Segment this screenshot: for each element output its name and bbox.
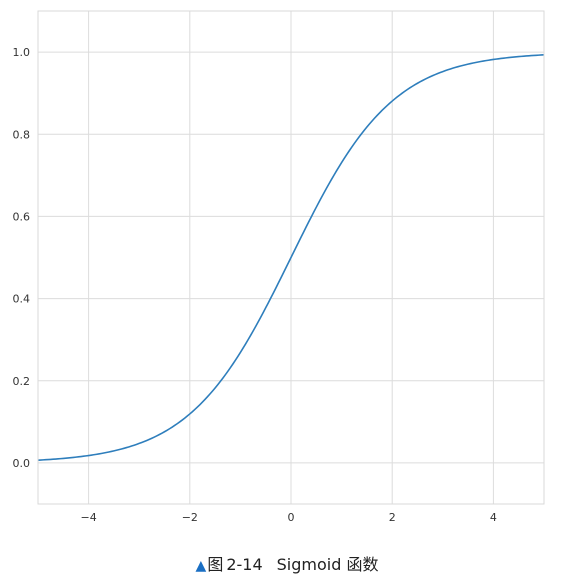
sigmoid-chart: −4 −2 0 2 4 0.0 0.2 0.4 0.6 0.8 1.0: [13, 10, 545, 524]
x-tick-label: 2: [389, 511, 396, 524]
y-tick-label: 0.2: [13, 375, 31, 388]
figure-caption: ▲图 2-14 Sigmoid 函数: [0, 553, 574, 578]
y-tick-label: 0.6: [13, 210, 31, 223]
caption-text: Sigmoid 函数: [276, 555, 379, 574]
grid: [38, 11, 544, 504]
caption-marker: ▲: [195, 558, 207, 574]
x-tick-label: −4: [80, 511, 96, 524]
plot-frame: [37, 10, 545, 505]
series-layer: [37, 54, 545, 461]
x-axis-ticks: −4 −2 0 2 4: [80, 511, 496, 524]
sigmoid-line-0: [37, 54, 545, 461]
y-tick-label: 0.8: [13, 128, 31, 141]
y-tick-label: 1.0: [13, 46, 31, 59]
caption-prefix: 图: [207, 555, 224, 574]
y-tick-label: 0.4: [13, 293, 31, 306]
y-axis-ticks: 0.0 0.2 0.4 0.6 0.8 1.0: [13, 46, 31, 470]
caption-number: 2-14: [226, 555, 263, 574]
x-tick-label: −2: [182, 511, 198, 524]
x-tick-label: 4: [490, 511, 497, 524]
y-tick-label: 0.0: [13, 457, 31, 470]
x-tick-label: 0: [288, 511, 295, 524]
